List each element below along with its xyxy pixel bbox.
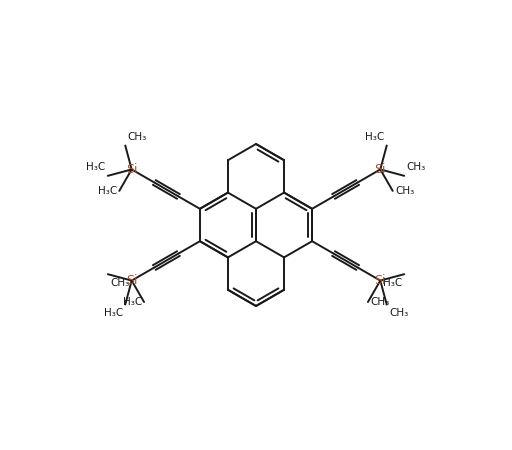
Text: Si: Si	[375, 163, 386, 176]
Text: H₃C: H₃C	[365, 132, 385, 142]
Text: CH₃: CH₃	[127, 132, 147, 142]
Text: H₃C: H₃C	[98, 186, 117, 196]
Text: CH₃: CH₃	[395, 186, 414, 196]
Text: Si: Si	[375, 274, 386, 287]
Text: Si: Si	[126, 163, 137, 176]
Text: CH₃: CH₃	[389, 308, 408, 318]
Text: H₃C: H₃C	[383, 278, 402, 288]
Text: CH₃: CH₃	[370, 297, 390, 307]
Text: H₃C: H₃C	[87, 162, 105, 172]
Text: H₃C: H₃C	[122, 297, 142, 307]
Text: Si: Si	[126, 274, 137, 287]
Text: H₃C: H₃C	[104, 308, 123, 318]
Text: CH₃: CH₃	[407, 162, 425, 172]
Text: CH₃: CH₃	[110, 278, 129, 288]
